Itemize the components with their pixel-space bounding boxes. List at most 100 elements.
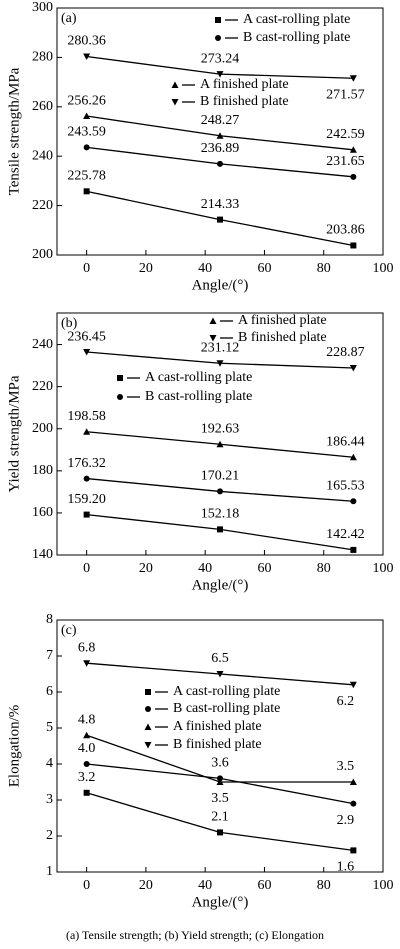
x-axis-label: Angle/(°) bbox=[192, 577, 249, 593]
legend-label: A cast-rolling plate bbox=[243, 12, 350, 27]
value-label: 152.18 bbox=[201, 507, 240, 522]
data-point bbox=[349, 364, 357, 372]
value-label: 280.36 bbox=[67, 34, 106, 49]
value-label: 236.45 bbox=[67, 329, 106, 344]
legend-marker bbox=[117, 375, 123, 381]
legend-label: B cast-rolling plate bbox=[173, 701, 280, 716]
value-label: 203.86 bbox=[326, 223, 365, 238]
y-axis-label: Tensile strength/MPa bbox=[6, 67, 22, 195]
value-label: 3.2 bbox=[78, 770, 96, 785]
value-label: 3.5 bbox=[211, 791, 229, 806]
legend-marker bbox=[117, 394, 123, 400]
legend-marker bbox=[145, 706, 151, 712]
data-point bbox=[350, 800, 357, 807]
x-tick-label: 80 bbox=[317, 561, 331, 576]
panel-label: (c) bbox=[61, 623, 77, 638]
value-label: 2.9 bbox=[337, 813, 355, 828]
value-label: 6.2 bbox=[337, 694, 355, 709]
x-tick-label: 80 bbox=[317, 878, 331, 893]
data-point bbox=[216, 360, 224, 367]
legend-label: A cast-rolling plate bbox=[173, 684, 280, 699]
y-tick-label: 160 bbox=[32, 505, 53, 520]
plot-frame bbox=[56, 312, 384, 556]
x-tick-label: 100 bbox=[373, 561, 394, 576]
legend-marker bbox=[171, 81, 179, 88]
x-tick-label: 40 bbox=[198, 261, 212, 276]
data-point bbox=[83, 53, 91, 61]
data-point bbox=[349, 681, 357, 689]
legend-label: B cast-rolling plate bbox=[145, 389, 252, 404]
value-label: 2.1 bbox=[211, 810, 229, 825]
y-tick-label: 280 bbox=[32, 50, 53, 65]
y-tick-label: 140 bbox=[32, 547, 53, 562]
data-point bbox=[350, 173, 357, 180]
data-point bbox=[350, 847, 357, 854]
data-point bbox=[83, 349, 91, 356]
panel-label: (a) bbox=[61, 11, 77, 26]
y-axis-label: Elongation/% bbox=[6, 705, 22, 788]
data-point bbox=[83, 112, 91, 120]
data-point bbox=[83, 789, 90, 796]
data-point bbox=[83, 428, 91, 435]
value-label: 4.8 bbox=[78, 712, 96, 727]
value-label: 256.26 bbox=[67, 93, 106, 108]
x-tick-label: 0 bbox=[83, 561, 90, 576]
panel-label: (b) bbox=[61, 316, 78, 331]
y-tick-label: 3 bbox=[46, 792, 53, 807]
data-point bbox=[217, 160, 223, 167]
y-tick-label: 180 bbox=[32, 463, 53, 478]
x-tick-label: 40 bbox=[198, 878, 212, 893]
x-tick-label: 40 bbox=[198, 561, 212, 576]
y-tick-label: 260 bbox=[32, 99, 53, 114]
x-tick-label: 20 bbox=[139, 261, 153, 276]
legend-label: B cast-rolling plate bbox=[243, 30, 350, 45]
data-point bbox=[217, 488, 223, 495]
legend-marker bbox=[209, 317, 217, 324]
y-tick-label: 4 bbox=[46, 756, 53, 771]
value-label: 271.57 bbox=[326, 87, 365, 102]
data-point bbox=[350, 546, 357, 553]
legend-marker bbox=[144, 742, 152, 749]
y-tick-label: 300 bbox=[32, 0, 53, 15]
legend-marker bbox=[144, 723, 152, 730]
value-label: 170.21 bbox=[201, 469, 240, 484]
value-label: 228.87 bbox=[326, 345, 365, 360]
value-label: 236.89 bbox=[201, 141, 240, 156]
value-label: 6.8 bbox=[78, 640, 96, 655]
data-point bbox=[350, 498, 357, 505]
data-point bbox=[350, 242, 357, 249]
data-point bbox=[349, 146, 357, 153]
x-tick-label: 0 bbox=[83, 878, 90, 893]
value-label: 4.0 bbox=[78, 741, 96, 756]
legend-label: B finished plate bbox=[200, 94, 289, 109]
y-axis-label: Yield strength/MPa bbox=[6, 375, 22, 492]
y-tick-label: 220 bbox=[32, 198, 53, 213]
data-point bbox=[83, 144, 90, 151]
value-label: 159.20 bbox=[67, 492, 106, 507]
x-tick-label: 0 bbox=[83, 261, 90, 276]
value-label: 3.5 bbox=[337, 759, 355, 774]
legend-marker bbox=[215, 35, 221, 41]
data-point bbox=[83, 475, 90, 482]
value-label: 186.44 bbox=[326, 434, 365, 449]
legend-label: A finished plate bbox=[238, 313, 327, 328]
data-point bbox=[83, 761, 90, 767]
value-label: 165.53 bbox=[326, 478, 365, 493]
y-tick-label: 8 bbox=[46, 612, 53, 627]
x-tick-label: 80 bbox=[317, 261, 331, 276]
data-point bbox=[83, 660, 91, 667]
value-label: 248.27 bbox=[201, 113, 240, 128]
y-tick-label: 6 bbox=[46, 684, 53, 699]
x-tick-label: 60 bbox=[257, 878, 271, 893]
y-tick-label: 1 bbox=[46, 864, 53, 879]
data-point bbox=[216, 132, 224, 139]
legend-marker bbox=[209, 335, 217, 342]
data-point bbox=[83, 731, 91, 739]
legend-marker bbox=[215, 17, 221, 23]
plot-frame bbox=[56, 619, 384, 873]
legend-marker bbox=[171, 99, 179, 106]
plot-frame bbox=[56, 7, 384, 256]
value-label: 242.59 bbox=[326, 127, 365, 142]
value-label: 231.12 bbox=[201, 340, 240, 355]
